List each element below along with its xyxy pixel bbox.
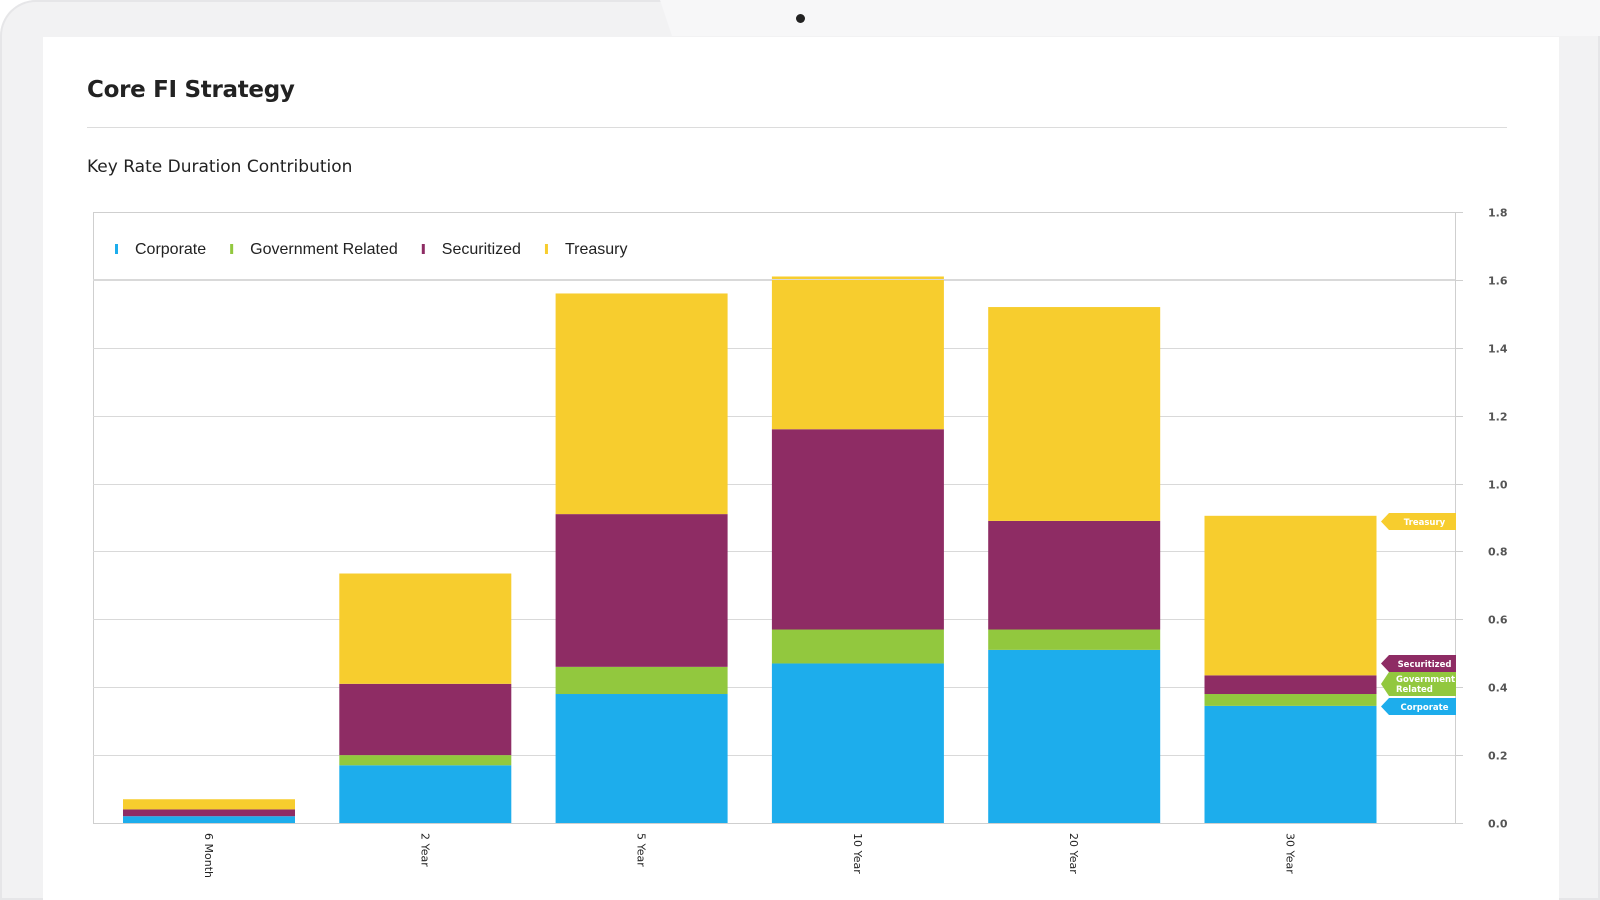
bar-30-year-government-related[interactable] [1204,694,1377,706]
end-label-corporate-tag [1381,698,1456,715]
legend-swatch-corporate [115,244,118,254]
x-category-label: 30 Year [1284,833,1297,874]
legend-swatch-treasury [544,244,548,254]
legend-item-treasury[interactable]: Treasury [565,241,628,258]
end-label-government-related: Government Related [1396,675,1455,695]
end-label-treasury-tag [1381,513,1456,530]
title-divider [87,127,1507,128]
bar-20-year-securitized[interactable] [988,520,1161,630]
bar-20-year-treasury[interactable] [988,307,1161,521]
y-tick-label: 1.4 [1488,343,1508,356]
end-label-securitized: Securitized [1398,660,1452,670]
device-glare [660,0,1600,36]
y-tick-label: 1.2 [1488,411,1508,424]
end-label-corporate: Corporate [1401,703,1449,713]
end-labels: Treasury Securitized Government Related Corp… [1381,513,1456,715]
chart-subtitle: Key Rate Duration Contribution [87,157,353,177]
bar-5-year-securitized[interactable] [555,514,728,667]
bar-20-year-corporate[interactable] [988,649,1161,823]
bar-2-year-government-related[interactable] [339,755,512,766]
y-tick-label: 0.4 [1488,682,1508,695]
y-tick-label: 0.8 [1488,546,1508,559]
y-tick-label: 1.8 [1488,207,1508,220]
bars [123,276,1377,823]
legend-swatch-securitized [421,244,425,254]
bar-2-year-securitized[interactable] [339,683,512,756]
end-label-treasury: Treasury [1404,518,1446,528]
bar-5-year-treasury[interactable] [555,293,728,515]
bar-10-year-treasury[interactable] [771,276,944,430]
x-category-label: 6 Month [202,833,215,878]
bar-10-year-corporate[interactable] [771,663,944,823]
bar-2-year-treasury[interactable] [339,573,512,684]
bar-30-year-corporate[interactable] [1204,705,1377,823]
legend-item-securitized[interactable]: Securitized [442,241,521,258]
x-category-label: 2 Year [418,833,431,867]
legend-item-corporate[interactable]: Corporate [135,241,206,258]
bar-30-year-treasury[interactable] [1204,515,1377,676]
bar-2-year-corporate[interactable] [339,765,512,823]
y-axis-ticks: 0.0 0.2 0.4 0.6 0.8 1.0 1.2 1.4 1.6 1.8 [1455,207,1508,831]
end-label-government-related-tag [1381,672,1456,696]
legend-swatch-government-related [230,244,234,254]
legend-item-government-related[interactable]: Government Related [250,241,398,258]
y-tick-label: 1.0 [1488,479,1508,492]
x-category-label: 5 Year [635,833,648,867]
bar-6-month-securitized[interactable] [123,809,295,817]
bar-6-month-treasury[interactable] [123,799,295,810]
bar-5-year-government-related[interactable] [555,666,728,695]
end-label-securitized-tag [1381,655,1456,672]
y-tick-label: 0.2 [1488,750,1508,763]
bar-5-year-corporate[interactable] [555,694,728,823]
x-axis-categories: 6 Month 2 Year 5 Year 10 Year 20 Year 30 Year [202,833,1297,878]
legend: Corporate Government Related Securitized Tr… [93,241,1455,280]
bar-20-year-government-related[interactable] [988,629,1161,650]
y-tick-label: 1.6 [1488,275,1508,288]
y-tick-label: 0.0 [1488,818,1508,831]
x-category-label: 10 Year [851,833,864,874]
bar-10-year-securitized[interactable] [771,429,944,630]
bar-10-year-government-related[interactable] [771,629,944,664]
bar-6-month-corporate[interactable] [123,816,295,823]
camera-icon [796,14,805,23]
x-category-label: 20 Year [1067,833,1080,874]
y-tick-label: 0.6 [1488,614,1508,627]
bar-30-year-securitized[interactable] [1204,675,1377,695]
page-title: Core FI Strategy [87,77,295,103]
